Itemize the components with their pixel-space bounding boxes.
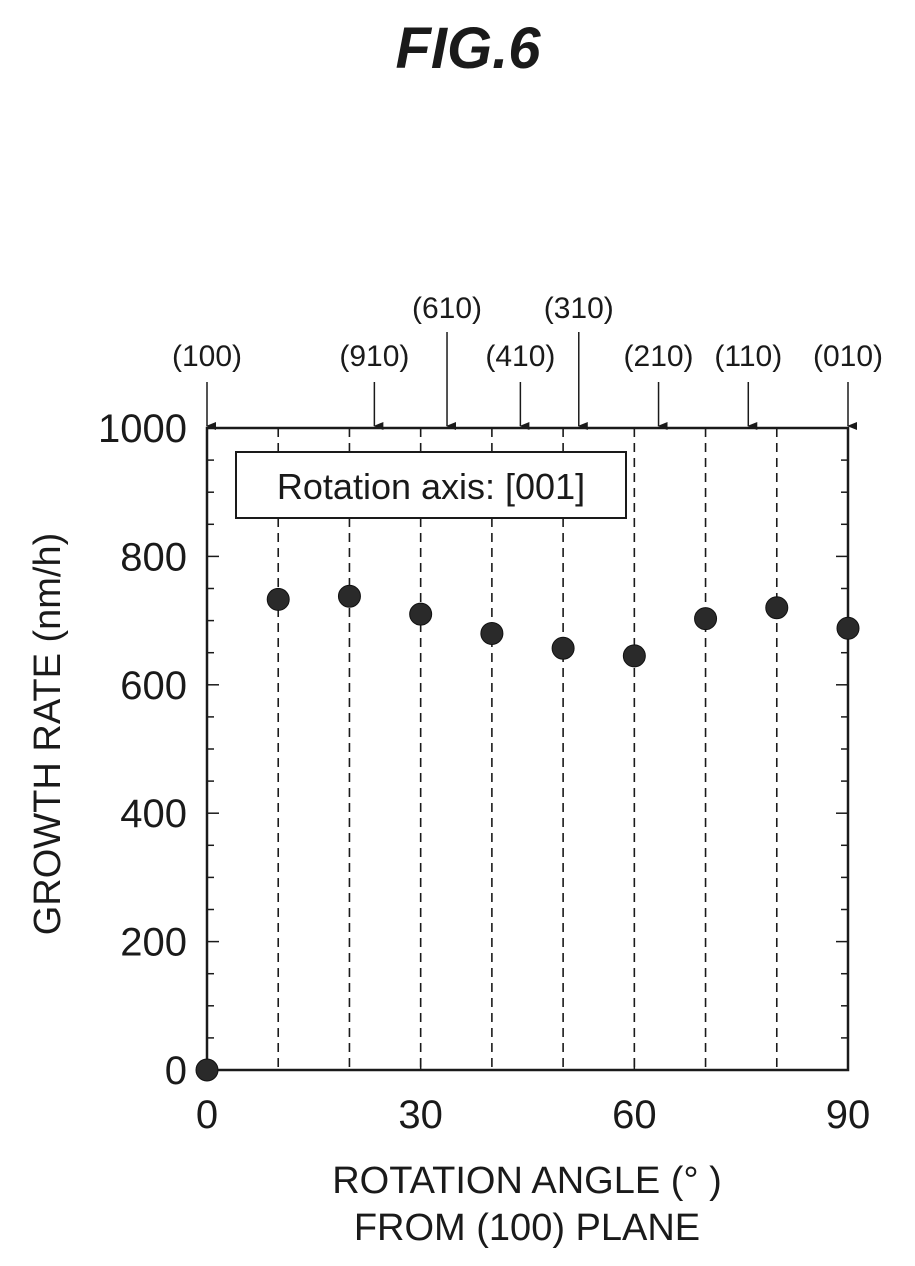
y-tick-label-600: 600 (120, 664, 187, 708)
y-tick-label-400: 400 (120, 792, 187, 836)
data-point-0 (195, 1058, 219, 1082)
x-tick-labels: 0 30 60 90 (196, 1093, 870, 1137)
data-point-40 (480, 621, 504, 645)
x-tick-label-90: 90 (826, 1093, 871, 1137)
dashed-gridlines (277, 428, 778, 1070)
x-tick-label-0: 0 (196, 1093, 218, 1137)
plane-label-310: (310) (544, 292, 614, 325)
y-tick-label-1000: 1000 (98, 407, 187, 451)
x-tick-label-60: 60 (612, 1093, 657, 1137)
y-axis-label: GROWTH RATE (nm/h) (27, 533, 69, 936)
y-tick-labels: 0 200 400 600 800 1000 (98, 407, 187, 1093)
minor-tick-marks (206, 427, 849, 1071)
plane-label-010: (010) (813, 340, 883, 373)
plane-label-610: (610) (412, 292, 482, 325)
data-point-30 (409, 602, 433, 626)
x-tick-label-30: 30 (398, 1093, 443, 1137)
x-axis-label-line1: ROTATION ANGLE (° ) (332, 1160, 722, 1202)
plane-label-110: (110) (714, 340, 782, 373)
y-tick-label-0: 0 (165, 1049, 187, 1093)
data-point-20 (337, 584, 361, 608)
plane-label-210: (210) (624, 340, 694, 373)
data-point-50 (551, 636, 575, 660)
plane-label-410: (410) (485, 340, 555, 373)
annotation-text: Rotation axis: [001] (277, 466, 585, 507)
data-point-60 (622, 644, 646, 668)
data-point-70 (694, 607, 718, 631)
plane-label-910: (910) (339, 340, 409, 373)
plane-label-100: (100) (172, 340, 242, 373)
data-point-90 (836, 616, 860, 640)
plot-frame (205, 426, 850, 1072)
figure-title: FIG.6 (395, 16, 541, 81)
crystal-plane-markers: (100) (910)(610)(410) (310) (210) (110) (010) (172, 292, 883, 430)
y-tick-label-200: 200 (120, 921, 187, 965)
data-points (195, 584, 860, 1082)
data-point-10 (266, 587, 290, 611)
data-point-80 (765, 596, 789, 620)
x-axis-label-line2: FROM (100) PLANE (354, 1207, 700, 1249)
y-tick-label-800: 800 (120, 535, 187, 579)
annotation-box: Rotation axis: [001] (235, 451, 627, 519)
